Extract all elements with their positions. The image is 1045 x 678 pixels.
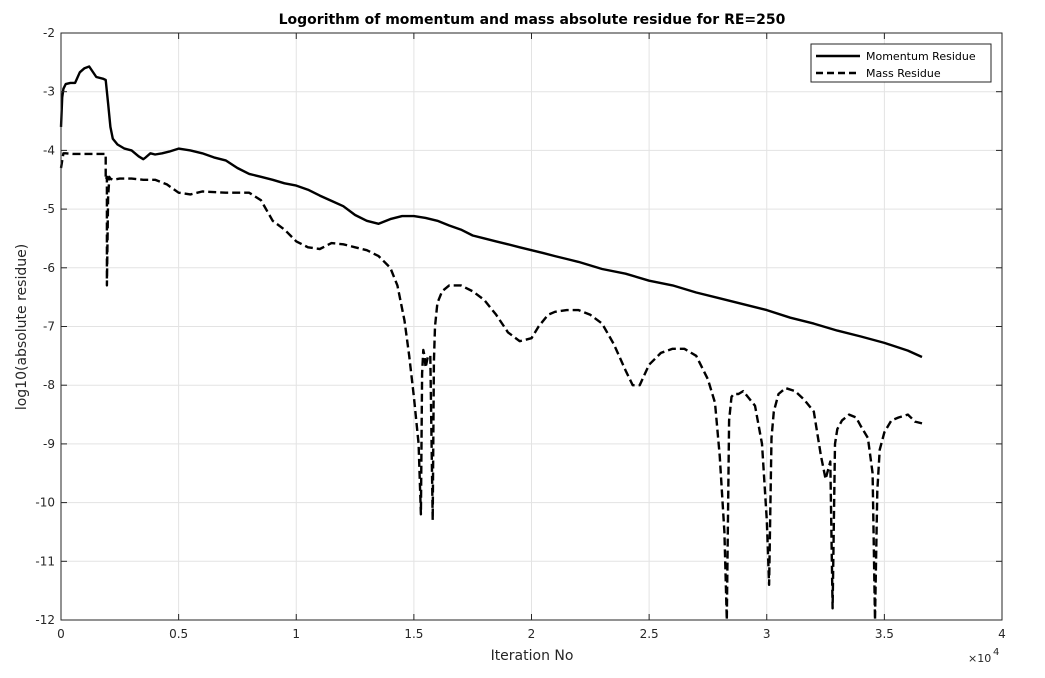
- legend-label-momentum: Momentum Residue: [866, 50, 976, 63]
- y-tick-label: -7: [43, 320, 55, 334]
- grid: [60, 32, 1003, 621]
- x-axis-exponent-power: 4: [993, 647, 999, 658]
- series-line-momentum-residue: [59, 65, 923, 359]
- legend-box: [810, 43, 992, 83]
- tick-layer: [60, 32, 1003, 621]
- y-tick-label: -4: [43, 143, 55, 157]
- x-tick-label: 0.5: [169, 627, 188, 641]
- y-tick-label: -9: [43, 437, 55, 451]
- y-tick-label: -6: [43, 261, 55, 275]
- series-layer: [59, 65, 923, 622]
- y-tick-label: -5: [43, 202, 55, 216]
- x-tick-label: 3.5: [875, 627, 894, 641]
- tick-labels: 0 0.5 1 1.5 2 2.5 3 3.5 4 -2 -3 -4 -5 -6 -7 -8 -9 -10 -11 -…: [35, 26, 1005, 641]
- legend-label-mass: Mass Residue: [866, 67, 941, 80]
- x-axis-exponent: ×10 4: [968, 647, 999, 665]
- chart-title: Logorithm of momentum and mass absolute …: [279, 12, 786, 28]
- x-tick-label: 2: [528, 627, 536, 641]
- y-tick-label: -10: [35, 496, 55, 510]
- y-axis-label: log10(absolute residue): [14, 244, 30, 410]
- y-tick-label: -3: [43, 85, 55, 99]
- x-tick-label: 0: [57, 627, 65, 641]
- y-tick-label: -11: [35, 554, 55, 568]
- x-tick-label: 4: [998, 627, 1006, 641]
- series-line-mass-residue: [59, 152, 923, 622]
- x-tick-label: 1: [292, 627, 300, 641]
- x-axis-exponent-base: ×10: [968, 652, 991, 665]
- x-tick-label: 1.5: [404, 627, 423, 641]
- y-tick-label: -2: [43, 26, 55, 40]
- legend: Momentum Residue Mass Residue: [810, 43, 992, 83]
- x-tick-label: 3: [763, 627, 771, 641]
- y-tick-label: -12: [35, 613, 55, 627]
- x-tick-label: 2.5: [640, 627, 659, 641]
- x-axis-label: Iteration No: [491, 648, 574, 664]
- y-tick-label: -8: [43, 378, 55, 392]
